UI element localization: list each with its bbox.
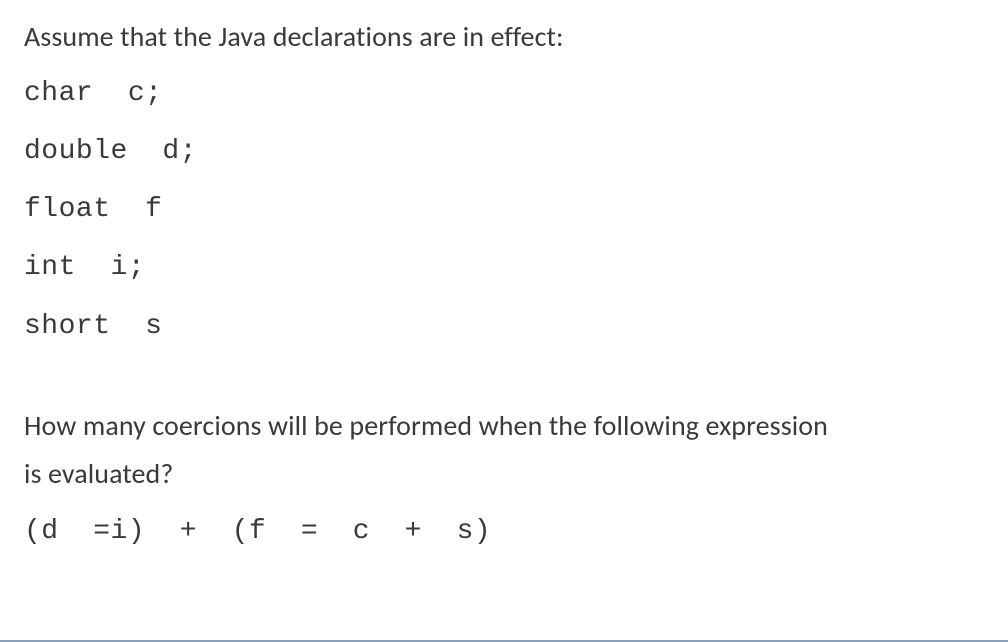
declaration-line: int i; [24,252,984,284]
declaration-line: char c; [24,78,984,110]
question-line-2: is evaluated? [24,455,984,493]
declaration-line: short s [24,311,984,343]
expression-line: (d =i) + (f = c + s) [24,516,984,548]
document-page: Assume that the Java declarations are in… [0,0,1008,642]
declaration-line: float f [24,194,984,226]
intro-text: Assume that the Java declarations are in… [24,18,984,56]
declarations-block: char c; double d; float f int i; short s [24,78,984,343]
question-line-1: How many coercions will be performed whe… [24,407,984,445]
declaration-line: double d; [24,136,984,168]
question-block: How many coercions will be performed whe… [24,407,984,493]
